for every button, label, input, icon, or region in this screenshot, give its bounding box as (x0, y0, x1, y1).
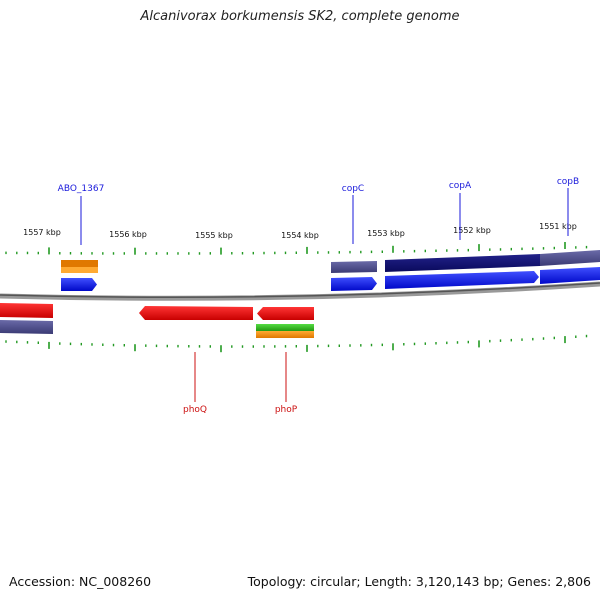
gene-feature[interactable] (540, 250, 600, 266)
gene-feature[interactable] (385, 254, 540, 272)
scale-label: 1552 kbp (453, 226, 491, 235)
gene-track-lower (0, 320, 314, 338)
cds-track-forward (61, 267, 600, 291)
gene-label-phoq[interactable]: phoQ (183, 405, 207, 415)
scale-ticks-bottom (5, 334, 588, 353)
scale-ticks-top (5, 242, 588, 255)
forward-gene-labels: ABO_1367 copC copA copB (58, 177, 580, 194)
scale-label: 1556 kbp (109, 230, 147, 239)
cds-arrow-forward[interactable] (331, 277, 377, 291)
scale-label: 1557 kbp (23, 228, 61, 237)
scale-label: 1555 kbp (195, 231, 233, 240)
genome-backbone (0, 281, 600, 301)
gene-feature[interactable] (331, 261, 377, 273)
cds-arrow-forward[interactable] (385, 271, 539, 289)
cds-arrow-reverse[interactable] (139, 306, 253, 320)
cds-arrow-forward[interactable] (540, 267, 600, 284)
cds-track-reverse (0, 303, 314, 320)
forward-label-lines (80, 188, 569, 245)
gene-feature[interactable] (61, 267, 98, 273)
reverse-label-lines (194, 352, 287, 402)
scale-labels: 1557 kbp 1556 kbp 1555 kbp 1554 kbp 1553… (23, 222, 577, 240)
cds-arrow-reverse[interactable] (257, 307, 314, 320)
gene-feature[interactable] (0, 320, 53, 334)
scale-label: 1551 kbp (539, 222, 577, 231)
scale-label: 1553 kbp (367, 229, 405, 238)
gene-label-abo1367[interactable]: ABO_1367 (58, 184, 105, 194)
gene-label-copa[interactable]: copA (449, 181, 472, 191)
genome-summary-text: Topology: circular; Length: 3,120,143 bp… (247, 574, 591, 589)
gene-feature[interactable] (61, 260, 98, 267)
gene-label-copc[interactable]: copC (342, 184, 364, 194)
gene-label-copb[interactable]: copB (557, 177, 579, 187)
accession-text: Accession: NC_008260 (9, 574, 152, 589)
gene-feature[interactable] (256, 324, 314, 331)
cds-arrow-reverse[interactable] (0, 303, 53, 318)
scale-label: 1554 kbp (281, 231, 319, 240)
cds-arrow-forward[interactable] (61, 278, 97, 291)
gene-feature[interactable] (256, 331, 314, 338)
genome-backbone-core (0, 282, 600, 299)
gene-track-upper (61, 250, 600, 273)
gene-label-phop[interactable]: phoP (275, 405, 298, 415)
map-title: Alcanivorax borkumensis SK2, complete ge… (140, 9, 460, 24)
reverse-gene-labels: phoQ phoP (183, 405, 298, 415)
